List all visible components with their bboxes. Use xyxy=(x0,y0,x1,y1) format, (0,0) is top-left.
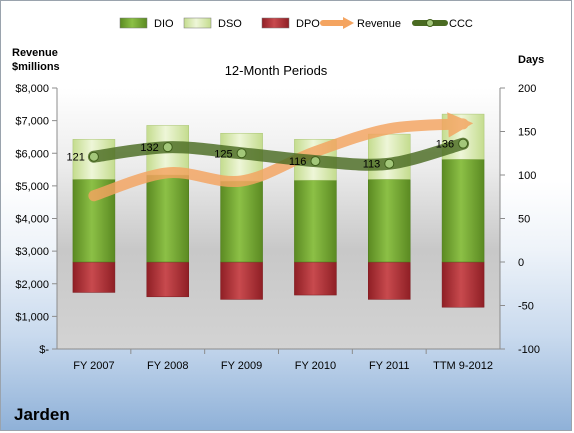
left-axis-title: Revenue $millions xyxy=(12,47,61,73)
ccc-line xyxy=(87,137,470,171)
legend-swatch-arrow xyxy=(343,17,354,29)
bar-dio xyxy=(146,174,189,263)
left-tick-label: $7,000 xyxy=(15,116,49,128)
left-tick-label: $2,000 xyxy=(15,279,49,291)
legend-label: DIO xyxy=(154,18,174,30)
bar-dio xyxy=(441,159,485,263)
x-tick-label: FY 2007 xyxy=(73,360,114,372)
legend-label: DPO xyxy=(296,18,320,30)
legend-swatch-marker xyxy=(426,19,434,27)
ccc-point xyxy=(162,142,173,153)
ccc-data-label: 125 xyxy=(214,148,232,160)
legend-label: Revenue xyxy=(357,18,401,30)
company-name: Jarden xyxy=(14,405,70,424)
bar-dio xyxy=(294,179,337,263)
ccc-point xyxy=(458,138,469,149)
ccc-point xyxy=(88,151,99,162)
legend-label: CCC xyxy=(449,18,473,30)
bar-dio xyxy=(220,180,263,263)
right-tick-label: 200 xyxy=(518,83,536,95)
ccc-data-label: 113 xyxy=(363,159,381,171)
revenue-line xyxy=(88,112,474,202)
bar-dpo xyxy=(72,261,116,293)
x-tick-label: FY 2009 xyxy=(221,360,262,372)
x-tick-label: FY 2008 xyxy=(147,360,188,372)
bar-dio xyxy=(368,179,411,263)
ccc-point xyxy=(384,158,395,169)
bar-dpo xyxy=(146,261,189,298)
ccc-data-label: 136 xyxy=(436,139,454,151)
bar-dpo xyxy=(220,261,263,300)
ccc-data-label: 121 xyxy=(67,152,85,164)
chart-title: 12-Month Periods xyxy=(225,63,328,78)
legend-label: DSO xyxy=(218,18,242,30)
plot-area xyxy=(57,88,500,349)
ccc-point xyxy=(310,156,321,167)
left-tick-label: $3,000 xyxy=(15,246,49,258)
legend-swatch xyxy=(119,17,148,29)
x-tick-label: FY 2010 xyxy=(295,360,336,372)
bar-dpo xyxy=(441,261,485,308)
ccc-data-label: 116 xyxy=(289,156,307,168)
legend-swatch xyxy=(183,17,212,29)
right-tick-label: 150 xyxy=(518,127,536,139)
right-tick-label: -100 xyxy=(518,344,540,356)
left-tick-label: $8,000 xyxy=(15,83,49,95)
right-tick-label: 0 xyxy=(518,257,524,269)
left-tick-label: $4,000 xyxy=(15,214,49,226)
ccc-data-label: 132 xyxy=(140,142,158,154)
right-tick-label: 100 xyxy=(518,170,536,182)
bar-dpo xyxy=(294,261,337,296)
x-tick-label: FY 2011 xyxy=(369,360,410,372)
right-tick-label: 50 xyxy=(518,214,530,226)
right-tick-label: -50 xyxy=(518,301,534,313)
x-tick-label: TTM 9-2012 xyxy=(433,360,493,372)
right-axis-title: Days xyxy=(518,54,544,66)
ccc-point xyxy=(236,148,247,159)
left-tick-label: $6,000 xyxy=(15,148,49,160)
bar-dpo xyxy=(368,261,411,300)
left-tick-label: $5,000 xyxy=(15,181,49,193)
left-tick-label: $1,000 xyxy=(15,311,49,323)
legend-swatch xyxy=(261,17,290,29)
left-tick-label: $- xyxy=(39,344,49,356)
